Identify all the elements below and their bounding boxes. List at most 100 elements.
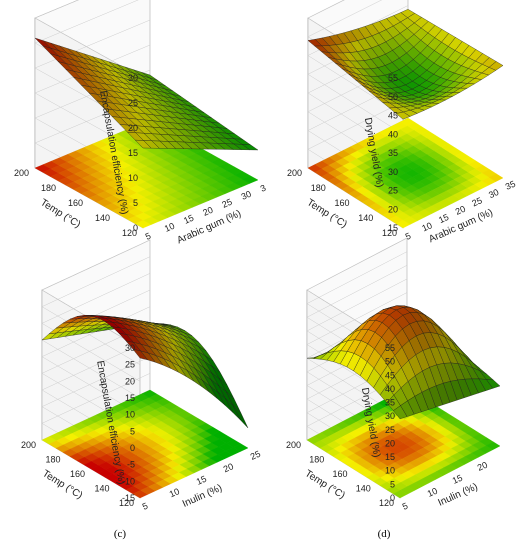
z-gridline: [41, 256, 151, 365]
surface-mesh: [307, 9, 504, 120]
chart-panel-1: 510152025303120140160180200051015202530A…: [14, 0, 267, 265]
chart-panel-2: 5101520253035120140160180200152025303540…: [287, 0, 517, 265]
z-tick-label: 25: [128, 98, 138, 108]
z-tick-label: 10: [128, 173, 138, 183]
z-gridline: [34, 0, 144, 79]
y-tick-label: 180: [309, 455, 324, 465]
z-tick-label: 50: [388, 92, 398, 102]
x-tick-label: 30: [240, 189, 253, 202]
x-tick-label: 20: [476, 460, 489, 473]
x-tick-label: 10: [420, 220, 433, 233]
x-axis-label: Inulin (%): [436, 481, 479, 508]
x-tick-label: 5: [401, 501, 410, 512]
x-tick-label: 10: [426, 486, 439, 499]
y-tick-label: 160: [68, 198, 83, 208]
z-tick-label: 5: [390, 479, 395, 489]
surface-cell: [488, 61, 504, 71]
panel-caption: (d): [378, 528, 391, 540]
surface-mesh: [306, 305, 501, 420]
z-tick-label: 50: [385, 357, 395, 367]
x-tick-label: 5: [141, 501, 150, 512]
x-tick-label: 15: [195, 474, 208, 487]
z-tick-label: -5: [127, 460, 135, 470]
floor-cell: [232, 443, 249, 452]
y-tick-label: 140: [95, 213, 110, 223]
y-tick-label: 120: [382, 228, 397, 238]
chart-panel-4: 5101520120140160180200051015202530354045…: [286, 237, 501, 540]
y-tick-label: 140: [94, 484, 109, 494]
z-tick-label: 5: [133, 198, 138, 208]
surface-mesh: [34, 37, 259, 151]
z-tick-label: -10: [122, 476, 135, 486]
y-tick-label: 180: [45, 455, 60, 465]
z-tick-label: 25: [125, 360, 135, 370]
y-tick-label: 140: [358, 213, 373, 223]
z-tick-label: 40: [385, 384, 395, 394]
z-gridline: [307, 5, 409, 116]
z-tick-label: 20: [128, 123, 138, 133]
x-tick-label: 15: [182, 213, 195, 226]
panel-caption: (c): [114, 528, 127, 540]
y-tick-label: 200: [286, 440, 301, 450]
z-tick-label: 20: [385, 438, 395, 448]
z-tick-label: 15: [125, 393, 135, 403]
floor-cell: [488, 173, 504, 182]
z-tick-label: 0: [130, 443, 135, 453]
x-tick-label: 35: [504, 179, 517, 192]
z-tick-label: 30: [125, 343, 135, 353]
floor-contour: [306, 387, 501, 499]
x-tick-label: 15: [451, 473, 464, 486]
z-gridline: [41, 273, 151, 382]
surface-cell: [241, 144, 259, 151]
z-tick-label: 15: [385, 452, 395, 462]
x-tick-label: 10: [168, 486, 181, 499]
z-tick-label: 20: [388, 204, 398, 214]
z-tick-label: 30: [385, 411, 395, 421]
z-tick-label: 5: [130, 426, 135, 436]
surface-cell: [233, 405, 249, 429]
z-tick-label: 20: [125, 376, 135, 386]
y-tick-label: 160: [332, 469, 347, 479]
x-tick-label: 25: [470, 195, 483, 208]
x-tick-label: 5: [144, 231, 153, 242]
x-tick-label: 20: [201, 205, 214, 218]
surface-mesh: [41, 315, 249, 429]
y-tick-label: 140: [356, 484, 371, 494]
z-gridline: [34, 44, 151, 154]
x-tick-label: 25: [220, 197, 233, 210]
y-tick-label: 120: [379, 498, 394, 508]
y-tick-label: 200: [287, 168, 302, 178]
x-tick-label: 20: [222, 461, 235, 474]
z-tick-label: 15: [128, 148, 138, 158]
floor-contour: [41, 389, 249, 499]
z-tick-label: 35: [385, 398, 395, 408]
x-axis-label: Inulin (%): [181, 483, 224, 510]
z-tick-label: 25: [385, 425, 395, 435]
x-tick-label: 3: [259, 183, 268, 194]
y-tick-label: 180: [311, 183, 326, 193]
x-tick-label: 20: [454, 204, 467, 217]
z-tick-label: 0: [390, 493, 395, 503]
x-tick-label: 15: [437, 212, 450, 225]
z-tick-label: 35: [388, 148, 398, 158]
y-tick-label: 160: [334, 198, 349, 208]
z-tick-label: 55: [385, 343, 395, 353]
y-tick-label: 180: [41, 183, 56, 193]
z-tick-label: 10: [385, 466, 395, 476]
x-tick-label: 30: [487, 187, 500, 200]
y-tick-label: 200: [21, 440, 36, 450]
z-tick-label: 30: [128, 73, 138, 83]
y-tick-label: 200: [14, 168, 29, 178]
floor-contour: [307, 117, 504, 229]
y-tick-label: 160: [70, 469, 85, 479]
x-tick-label: 10: [163, 221, 176, 234]
surface-cell: [485, 379, 501, 389]
z-tick-label: 15: [388, 223, 398, 233]
floor-cell: [485, 441, 501, 450]
y-tick-label: 120: [122, 228, 137, 238]
chart-panel-3: 5 10 15 20 25 120 140 160 180 200 -15 -10 -5 0 5 10 15 20…: [21, 239, 262, 540]
z-tick-label: 30: [388, 167, 398, 177]
z-tick-label: 55: [388, 73, 398, 83]
z-tick-label: -15: [122, 493, 135, 503]
